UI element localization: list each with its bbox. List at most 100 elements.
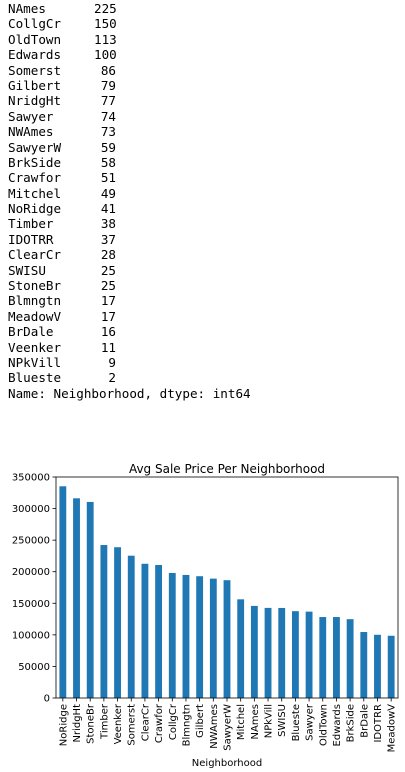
x-tick-label: SWISU	[277, 704, 288, 737]
value-count-row: NWAmes 73	[8, 124, 251, 139]
x-tick-label: SawyerW	[223, 704, 234, 751]
bar	[346, 619, 354, 698]
neighborhood-count: 28	[100, 247, 116, 263]
neighborhood-count: 17	[100, 293, 116, 309]
bar	[387, 635, 395, 698]
neighborhood-name: NWAmes	[8, 124, 54, 140]
value-count-row: NridgHt 77	[8, 93, 251, 108]
neighborhood-count: 16	[100, 324, 116, 340]
neighborhood-count: 58	[100, 154, 116, 170]
neighborhood-name: ClearCr	[8, 247, 62, 263]
bar	[237, 599, 245, 698]
x-tick-label: BrkSide	[346, 704, 357, 742]
x-tick-label: NAmes	[250, 704, 261, 739]
bar	[168, 572, 176, 698]
neighborhood-count: 25	[100, 278, 116, 294]
neighborhood-name: Crawfor	[8, 170, 62, 186]
y-tick-label: 200000	[12, 567, 50, 578]
neighborhood-name: NPkVill	[8, 354, 62, 370]
neighborhood-name: Edwards	[8, 47, 62, 63]
y-tick-label: 100000	[12, 630, 50, 641]
neighborhood-name: IDOTRR	[8, 231, 54, 247]
bar	[196, 576, 204, 698]
x-tick-label: Blmngtn	[181, 704, 192, 746]
value-count-row: Blmngtn 17	[8, 293, 251, 308]
x-tick-label: Gilbert	[195, 704, 206, 738]
neighborhood-count: 113	[94, 31, 117, 47]
neighborhood-name: NAmes	[8, 1, 46, 16]
value-counts-output: NAmes 225 CollgCr 150 OldTown 113 Edwards 100 So…	[8, 1, 251, 401]
bar	[305, 611, 313, 698]
neighborhood-name: Timber	[8, 216, 54, 232]
bar	[374, 634, 381, 698]
value-count-row: Timber 38	[8, 216, 251, 231]
bar	[73, 498, 80, 698]
value-count-row: StoneBr 25	[8, 278, 251, 293]
neighborhood-name: CollgCr	[8, 16, 62, 32]
bar	[155, 565, 163, 698]
x-tick-label: StoneBr	[86, 703, 97, 744]
neighborhood-count: 25	[100, 262, 116, 278]
neighborhood-count: 51	[100, 170, 116, 186]
value-count-row: Somerst 86	[8, 63, 251, 78]
x-tick-label: Veenker	[113, 703, 124, 744]
neighborhood-name: Blmngtn	[8, 293, 62, 309]
bar	[360, 632, 368, 698]
neighborhood-name: BrDale	[8, 324, 54, 340]
neighborhood-count: 100	[94, 47, 117, 63]
x-tick-label: BrDale	[359, 704, 370, 738]
value-count-row: IDOTRR 37	[8, 232, 251, 247]
value-count-row: Gilbert 79	[8, 78, 251, 93]
y-tick-label: 350000	[12, 473, 50, 484]
neighborhood-count: 59	[100, 139, 116, 155]
neighborhood-count: 77	[100, 93, 116, 109]
neighborhood-name: NoRidge	[8, 201, 62, 217]
bar	[127, 555, 135, 698]
neighborhood-count: 49	[100, 185, 116, 201]
x-tick-label: Blueste	[291, 704, 302, 741]
neighborhood-count: 79	[100, 77, 116, 93]
neighborhood-count: 150	[94, 16, 117, 32]
neighborhood-count: 37	[100, 231, 116, 247]
bar	[319, 617, 327, 698]
y-tick-label: 250000	[12, 536, 50, 547]
value-count-row: SWISU 25	[8, 263, 251, 278]
value-count-row: Veenker 11	[8, 340, 251, 355]
neighborhood-name: BrkSide	[8, 154, 62, 170]
neighborhood-name: OldTown	[8, 31, 62, 47]
bar	[291, 611, 299, 698]
neighborhood-count: 11	[100, 339, 116, 355]
avg-price-bar-chart: Avg Sale Price Per Neighborhood 0 50000 100…	[12, 462, 399, 769]
x-tick-label: Somerst	[127, 704, 138, 746]
neighborhood-count: 225	[94, 1, 117, 16]
y-tick-label: 150000	[12, 599, 50, 610]
x-tick-label: NoRidge	[58, 704, 69, 746]
value-count-row: Blueste 2	[8, 370, 251, 385]
x-tick-label: ClearCr	[140, 703, 151, 741]
bar	[59, 486, 67, 698]
value-count-row: CollgCr 150	[8, 16, 251, 31]
neighborhood-name: NridgHt	[8, 93, 62, 109]
neighborhood-name: Blueste	[8, 370, 62, 386]
x-tick-label: Timber	[99, 703, 110, 740]
x-tick-label: Edwards	[332, 704, 343, 746]
neighborhood-count: 74	[100, 108, 116, 124]
x-tick-label: Sawyer	[305, 703, 316, 741]
value-count-row: BrkSide 58	[8, 155, 251, 170]
neighborhood-count: 73	[100, 124, 116, 140]
x-tick-label: CollgCr	[168, 703, 179, 740]
bar	[100, 545, 108, 698]
bar	[141, 563, 149, 698]
value-count-row: Mitchel 49	[8, 186, 251, 201]
y-tick-label: 50000	[18, 662, 50, 673]
value-count-row: NPkVill 9	[8, 355, 251, 370]
neighborhood-name: StoneBr	[8, 278, 62, 294]
series-footer: Name: Neighborhood, dtype: int64	[8, 385, 251, 401]
value-count-row: BrDale 16	[8, 324, 251, 339]
x-axis-label: Neighborhood	[192, 758, 262, 769]
value-count-row: MeadowV 17	[8, 309, 251, 324]
neighborhood-name: Mitchel	[8, 185, 62, 201]
value-count-row: NAmes 225	[8, 1, 251, 16]
bar	[86, 501, 94, 698]
value-count-row: ClearCr 28	[8, 247, 251, 262]
